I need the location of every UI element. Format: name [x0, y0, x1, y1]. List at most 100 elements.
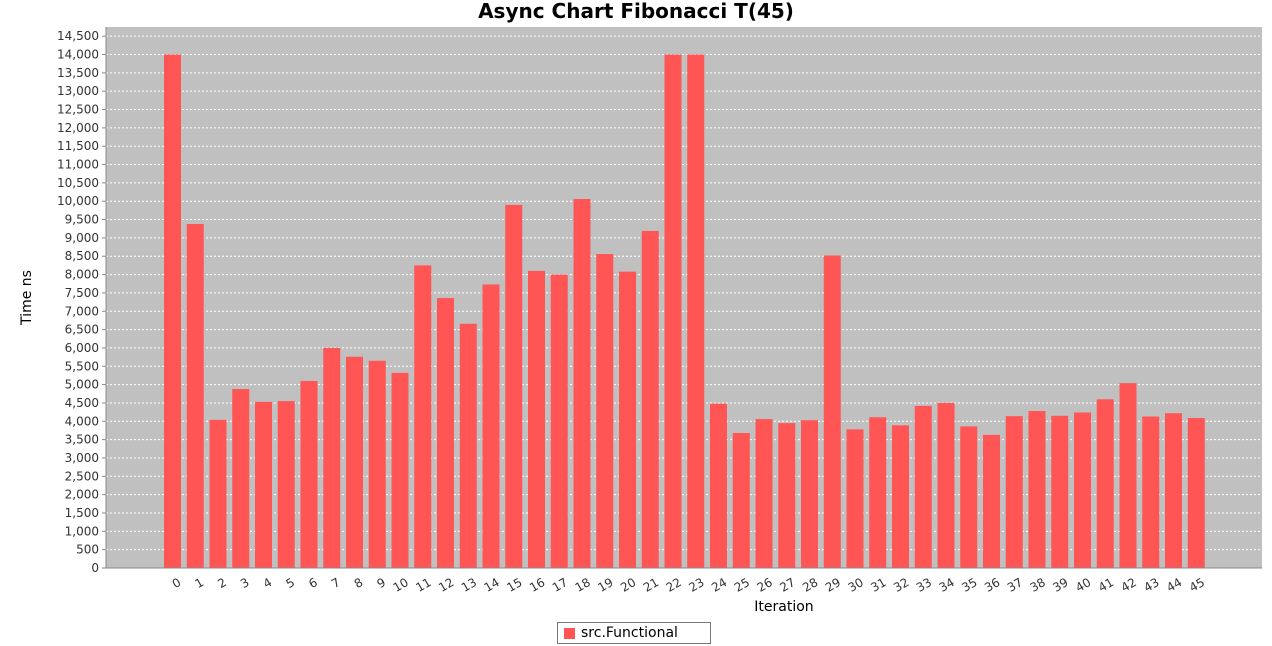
bar [596, 254, 614, 568]
bar [414, 265, 432, 568]
bar [983, 434, 1000, 568]
grid-layer [106, 35, 1262, 551]
axis-layer: 0 500 1,000 1,500 2,000 2,500 3,000 3,500 4,000 4… [57, 27, 1262, 595]
x-tick-label: 14 [482, 575, 502, 595]
bar [346, 356, 363, 568]
bar [1142, 416, 1160, 568]
y-tick-label: 8,500 [65, 249, 99, 263]
y-tick-label: 12,500 [57, 103, 99, 117]
bar [619, 271, 636, 568]
bar [164, 54, 181, 568]
bar [368, 360, 386, 568]
y-tick-label: 3,500 [65, 433, 99, 447]
bar [664, 54, 682, 568]
y-tick-label: 5,000 [65, 378, 99, 392]
x-tick-label: 8 [352, 575, 366, 591]
y-tick-label: 11,500 [57, 139, 99, 153]
x-tick-label: 11 [413, 575, 433, 595]
bar [300, 380, 318, 568]
y-tick-label: 2,500 [65, 469, 99, 483]
x-tick-label: 37 [1005, 575, 1025, 595]
x-tick-label: 30 [846, 575, 866, 595]
x-tick-label: 19 [595, 575, 615, 595]
x-tick-label: 0 [170, 575, 184, 591]
y-tick-label: 2,000 [65, 488, 99, 502]
bar [1165, 413, 1182, 568]
x-tick-label: 13 [459, 575, 479, 595]
y-tick-label: 1,500 [65, 506, 99, 520]
x-tick-label: 22 [664, 575, 684, 595]
y-tick-label: 10,500 [57, 176, 99, 190]
x-tick-label: 21 [641, 575, 661, 595]
x-tick-label: 23 [686, 575, 706, 595]
x-tick-label: 38 [1028, 575, 1048, 595]
y-tick-label: 3,000 [65, 451, 99, 465]
bar [209, 419, 227, 568]
y-tick-label: 9,000 [65, 231, 99, 245]
legend-swatch [564, 627, 575, 639]
bar [1005, 416, 1023, 568]
bar [914, 405, 932, 568]
y-tick-label: 7,500 [65, 286, 99, 300]
x-tick-label: 12 [436, 575, 456, 595]
x-tick-label: 24 [709, 575, 729, 595]
legend: src.Functional [557, 622, 711, 644]
x-tick-label: 36 [982, 575, 1002, 595]
x-tick-label: 33 [914, 575, 934, 595]
x-tick-label: 35 [959, 575, 979, 595]
y-tick-label: 6,500 [65, 323, 99, 337]
chart-title: Async Chart Fibonacci T(45) [478, 0, 794, 23]
bar [573, 199, 591, 569]
x-tick-label: 20 [618, 575, 638, 595]
bar [528, 270, 545, 568]
x-tick-label: 10 [391, 575, 411, 595]
x-tick-label: 41 [1096, 575, 1116, 595]
y-tick-label: 0 [91, 561, 99, 575]
bar [186, 223, 204, 568]
x-tick-label: 5 [284, 575, 298, 591]
bar [641, 230, 659, 568]
bar [1119, 383, 1137, 568]
y-tick-label: 13,500 [57, 66, 99, 80]
legend-label: src.Functional [581, 625, 678, 641]
bar [1028, 411, 1046, 568]
x-tick-label: 6 [306, 575, 320, 591]
y-tick-label: 1,000 [65, 524, 99, 538]
bar [778, 423, 796, 568]
bar [1096, 399, 1114, 568]
x-tick-label: 40 [1073, 575, 1093, 595]
bar [505, 204, 523, 569]
x-tick-label: 43 [1141, 575, 1161, 595]
y-tick-label: 14,000 [57, 48, 99, 62]
y-tick-label: 12,000 [57, 121, 99, 135]
x-tick-label: 17 [550, 575, 570, 595]
bar [1187, 417, 1205, 568]
y-tick-label: 500 [76, 543, 99, 557]
bar [755, 419, 773, 568]
y-tick-label: 5,500 [65, 359, 99, 373]
y-tick-label: 11,000 [57, 158, 99, 172]
x-tick-label: 9 [375, 575, 389, 591]
bar [255, 401, 272, 568]
bar [550, 274, 568, 568]
x-tick-label: 34 [937, 575, 957, 595]
y-tick-label: 4,500 [65, 396, 99, 410]
x-tick-label: 26 [755, 575, 775, 595]
bar [482, 284, 500, 568]
plot-area [106, 27, 1262, 568]
x-tick-label: 15 [504, 575, 524, 595]
x-tick-label: 42 [1119, 575, 1139, 595]
bar [823, 255, 841, 568]
bar [846, 429, 864, 568]
y-tick-label: 8,000 [65, 268, 99, 282]
y-tick-label: 7,000 [65, 304, 99, 318]
x-tick-label: 18 [573, 575, 593, 595]
y-tick-label: 14,500 [57, 29, 99, 43]
bar [232, 389, 250, 568]
bar [710, 403, 727, 568]
x-tick-label: 2 [215, 575, 229, 591]
x-tick-label: 28 [800, 575, 820, 595]
bar [391, 372, 409, 568]
bar [960, 426, 978, 568]
bar [732, 433, 750, 568]
